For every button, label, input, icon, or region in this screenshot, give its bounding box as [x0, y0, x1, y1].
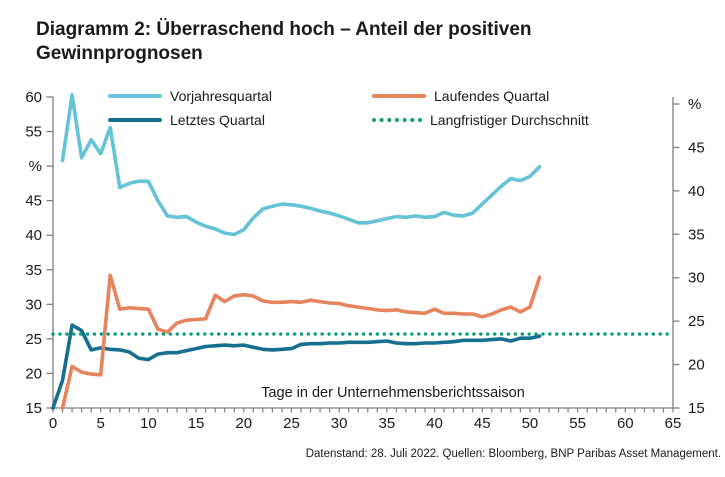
legend-label: Laufendes Quartal	[434, 88, 550, 104]
svg-text:35: 35	[688, 226, 705, 243]
svg-text:15: 15	[25, 400, 42, 417]
svg-text:10: 10	[140, 415, 157, 432]
legend-swatch-letztes-quartal	[108, 118, 162, 122]
svg-text:20: 20	[688, 357, 705, 374]
svg-text:15: 15	[188, 415, 205, 432]
legend-swatch-laufendes-quartal	[372, 94, 426, 98]
svg-text:40: 40	[688, 183, 705, 200]
svg-text:Tage in der Unternehmensberich: Tage in der Unternehmensberichtssaison	[261, 385, 525, 401]
svg-text:15: 15	[688, 400, 705, 417]
svg-text:30: 30	[331, 415, 348, 432]
legend-swatch-vorjahresquartal	[108, 94, 162, 98]
svg-text:60: 60	[25, 89, 42, 106]
svg-text:65: 65	[665, 415, 682, 432]
svg-text:60: 60	[617, 415, 634, 432]
legend-label: Vorjahresquartal	[170, 88, 272, 104]
svg-text:30: 30	[688, 270, 705, 287]
legend-item-vorjahresquartal: Vorjahresquartal	[108, 88, 272, 104]
svg-text:45: 45	[25, 193, 42, 210]
chart-title: Diagramm 2: Überraschend hoch – Anteil d…	[36, 18, 532, 66]
chart-title-line2: Gewinnprognosen	[36, 43, 203, 64]
legend-item-langfristiger-durchschnitt: Langfristiger Durchschnitt	[372, 112, 589, 128]
chart-title-line1: Diagramm 2: Überraschend hoch – Anteil d…	[36, 19, 532, 40]
svg-text:%: %	[688, 96, 701, 113]
svg-text:25: 25	[688, 313, 705, 330]
svg-text:35: 35	[379, 415, 396, 432]
svg-text:20: 20	[25, 365, 42, 382]
svg-text:20: 20	[235, 415, 252, 432]
legend-item-letztes-quartal: Letztes Quartal	[108, 112, 265, 128]
svg-text:40: 40	[25, 227, 42, 244]
svg-text:30: 30	[25, 296, 42, 313]
svg-text:45: 45	[474, 415, 491, 432]
legend-label: Letztes Quartal	[170, 112, 265, 128]
svg-text:35: 35	[25, 262, 42, 279]
svg-text:25: 25	[283, 415, 300, 432]
chart-source-note: Datenstand: 28. Juli 2022. Quellen: Bloo…	[305, 448, 721, 460]
svg-text:50: 50	[522, 415, 539, 432]
svg-text:25: 25	[25, 331, 42, 348]
legend-swatch-langfristiger-durchschnitt	[372, 118, 422, 122]
svg-text:5: 5	[97, 415, 105, 432]
svg-text:55: 55	[25, 124, 42, 141]
legend-item-laufendes-quartal: Laufendes Quartal	[372, 88, 549, 104]
svg-text:55: 55	[569, 415, 586, 432]
legend-label: Langfristiger Durchschnitt	[430, 112, 589, 128]
svg-text:0: 0	[49, 415, 57, 432]
svg-text:%: %	[29, 158, 42, 175]
svg-text:40: 40	[426, 415, 443, 432]
svg-text:45: 45	[688, 139, 705, 156]
